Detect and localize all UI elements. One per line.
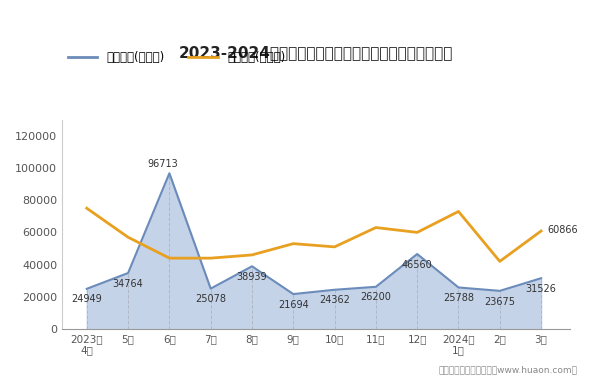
Text: 制图：华经产业研究院（www.huaon.com）: 制图：华经产业研究院（www.huaon.com） — [438, 365, 577, 374]
Text: 21694: 21694 — [278, 300, 309, 310]
Text: 26200: 26200 — [361, 293, 392, 302]
Text: 31526: 31526 — [525, 284, 556, 294]
Text: 25788: 25788 — [443, 293, 474, 303]
Text: 23675: 23675 — [484, 296, 515, 307]
Text: 46560: 46560 — [402, 260, 433, 270]
Legend: 出口总额(万美元), 进口总额(万美元): 出口总额(万美元), 进口总额(万美元) — [63, 46, 290, 68]
Text: 60866: 60866 — [547, 225, 578, 235]
Text: 24362: 24362 — [319, 295, 350, 305]
Text: 96713: 96713 — [148, 159, 178, 169]
Title: 2023-2024年海口市商品收发货人所在地进、出口额统计: 2023-2024年海口市商品收发货人所在地进、出口额统计 — [179, 45, 453, 60]
Text: 38939: 38939 — [237, 272, 267, 282]
Text: 25078: 25078 — [195, 294, 226, 304]
Text: 24949: 24949 — [71, 294, 102, 304]
Text: 34764: 34764 — [112, 279, 143, 289]
